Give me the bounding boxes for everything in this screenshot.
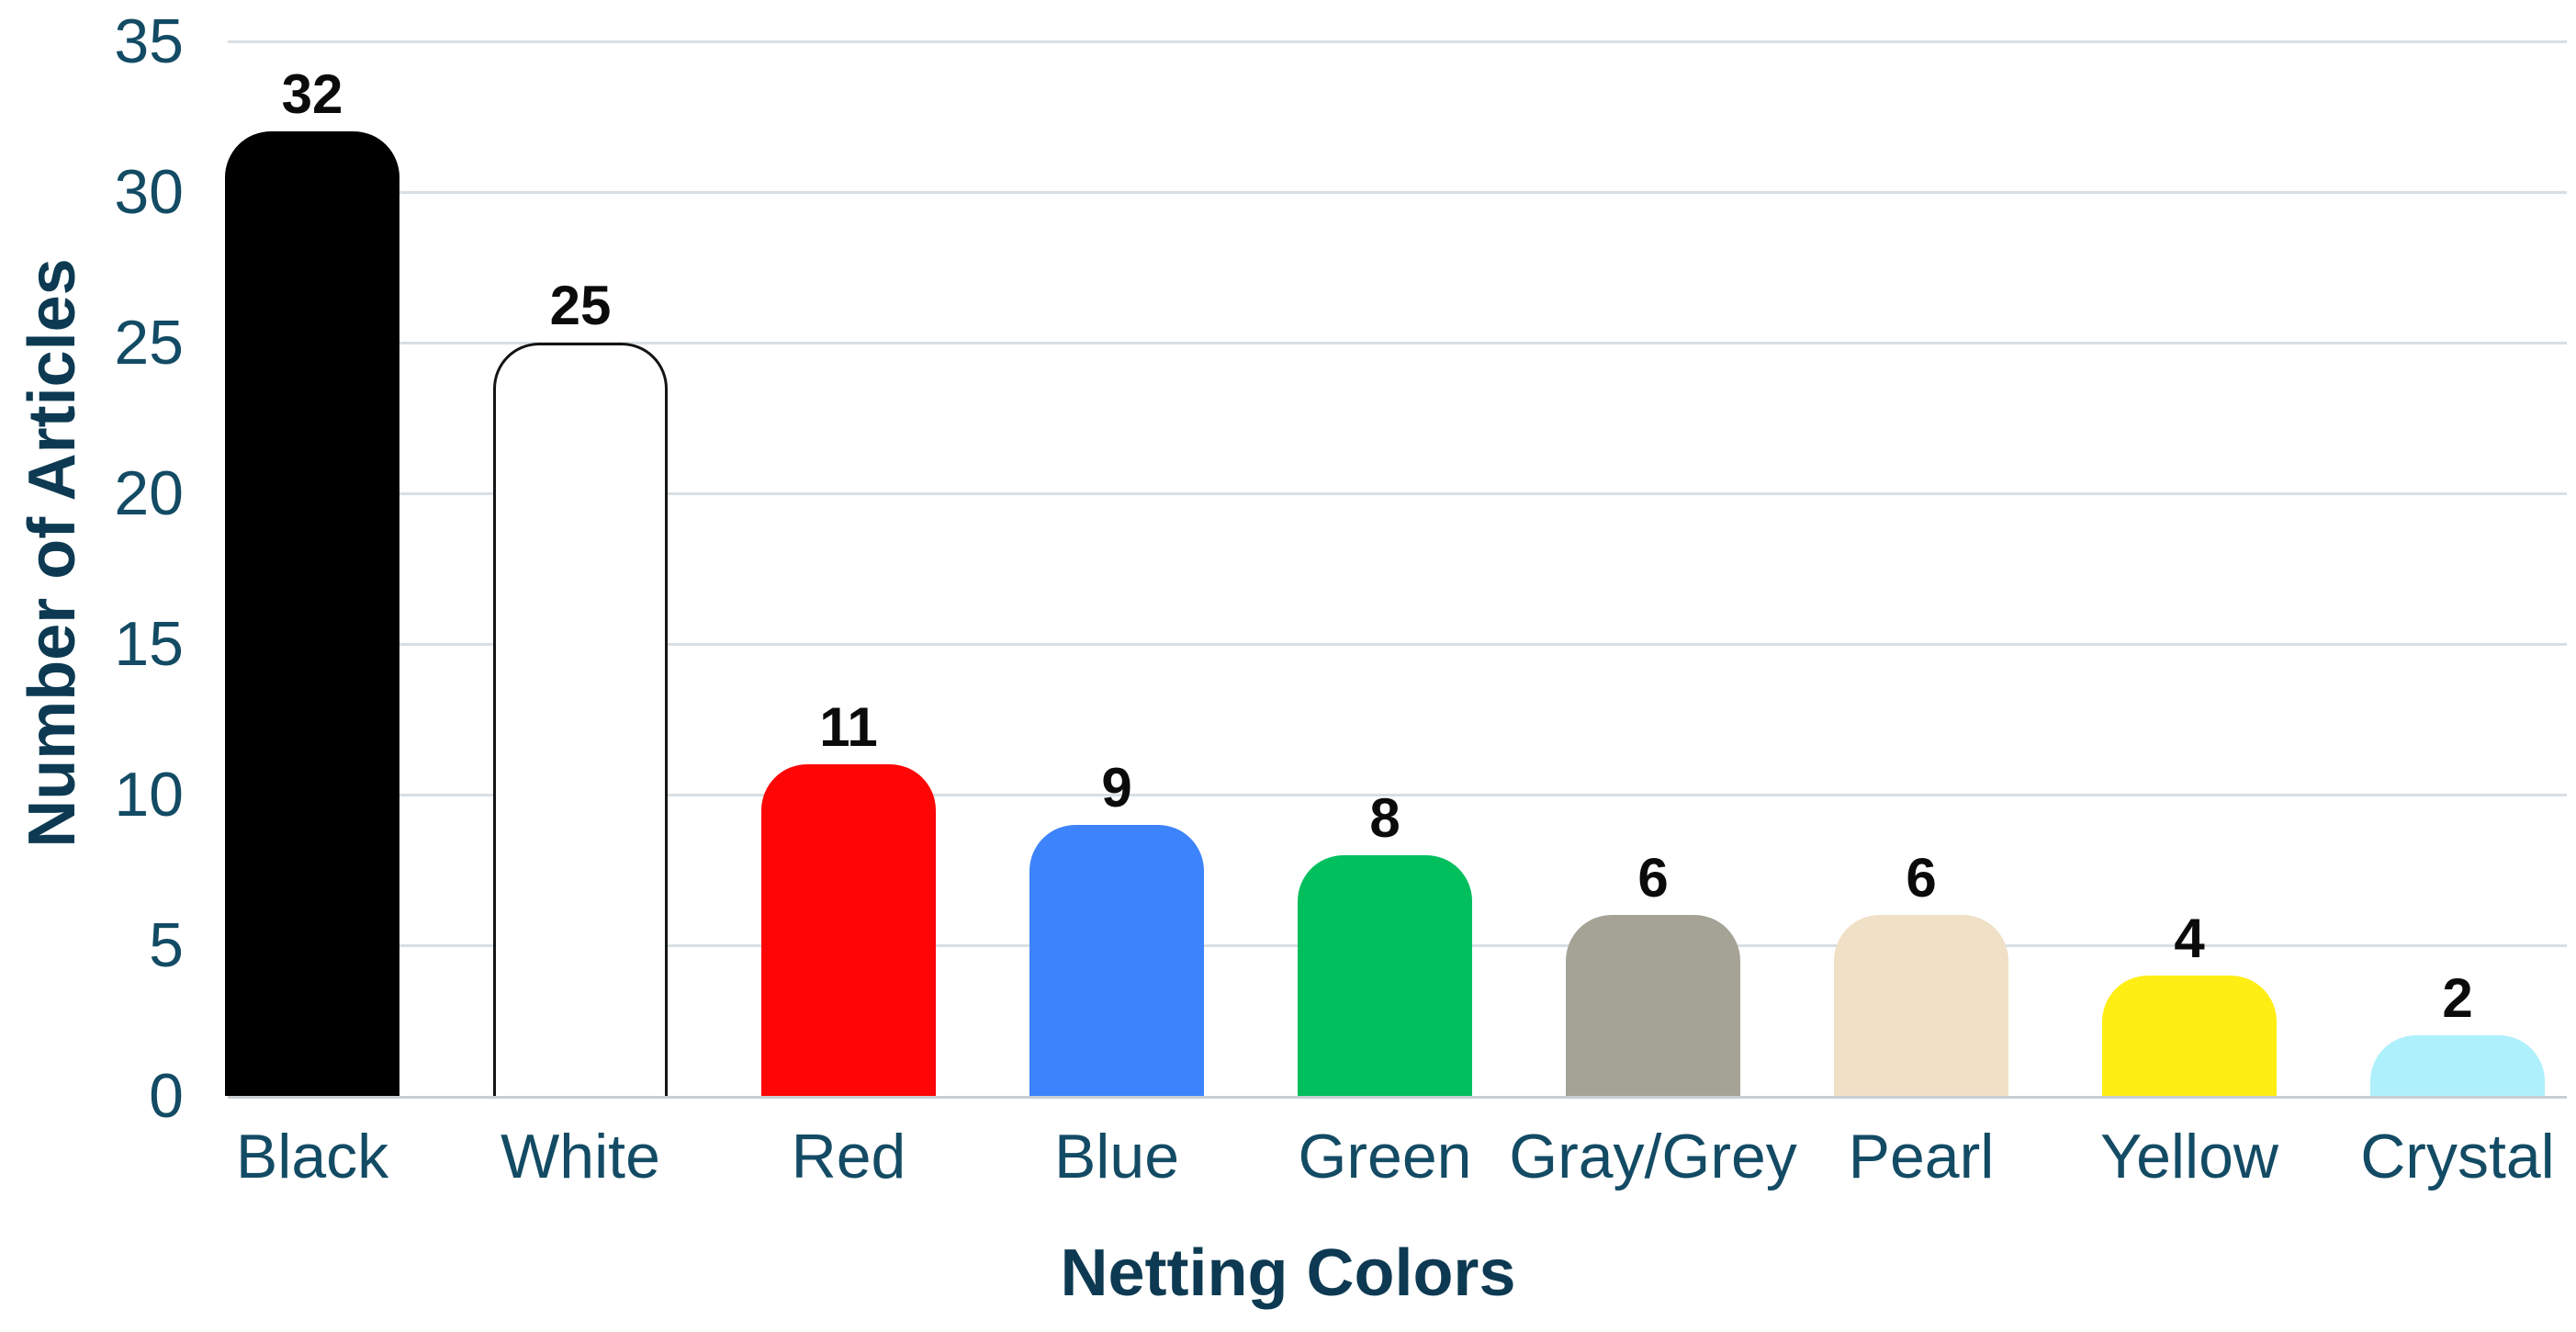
bar-black	[225, 131, 399, 1096]
plot-area: 32 25 11 9 8 6 6 4 2	[225, 40, 2567, 1099]
bar-value-label-white: 25	[549, 275, 612, 336]
gridline-30	[228, 191, 2567, 194]
y-tick-label-5: 5	[149, 910, 184, 980]
bar-value-label-gray-grey: 6	[1637, 847, 1669, 909]
gridline-35	[228, 40, 2567, 43]
y-tick-label-30: 30	[114, 157, 184, 227]
bar-value-label-green: 8	[1369, 786, 1400, 849]
y-tick-label-0: 0	[149, 1061, 184, 1131]
category-label-gray-grey: Gray/Grey	[1509, 1122, 1797, 1191]
category-label-pearl: Pearl	[1848, 1122, 1995, 1191]
y-tick-label-15: 15	[114, 609, 184, 679]
category-label-crystal: Crystal	[2360, 1122, 2555, 1191]
category-label-green: Green	[1298, 1122, 1472, 1191]
category-label-blue: Blue	[1053, 1122, 1180, 1191]
category-label-black: Black	[235, 1122, 389, 1191]
x-axis-category-labels: Black White Red Blue Green Gray/Grey Pearl Yell…	[0, 1123, 2576, 1205]
bar-green	[1298, 854, 1472, 1096]
bar-blue	[1029, 824, 1204, 1096]
bar-value-label-blue: 9	[1101, 756, 1132, 818]
bar-value-label-yellow: 4	[2174, 907, 2205, 969]
gridline-20	[228, 492, 2567, 495]
bar-red	[761, 764, 936, 1096]
category-label-red: Red	[791, 1122, 906, 1191]
bar-value-label-red: 11	[819, 696, 878, 759]
bar-crystal	[2370, 1035, 2545, 1096]
gridline-10	[228, 794, 2567, 796]
bar-pearl	[1834, 915, 2008, 1096]
gridline-15	[228, 643, 2567, 646]
x-axis-title: Netting Colors	[1060, 1236, 1516, 1310]
bar-yellow	[2102, 975, 2277, 1096]
y-tick-label-35: 35	[114, 6, 184, 76]
bar-value-label-crystal: 2	[2442, 967, 2473, 1030]
gridline-25	[228, 342, 2567, 344]
bar-white	[493, 343, 668, 1096]
category-label-white: White	[501, 1122, 660, 1191]
category-label-yellow: Yellow	[2099, 1122, 2279, 1191]
bar-value-label-pearl: 6	[1906, 847, 1937, 909]
bar-gray-grey	[1566, 915, 1740, 1096]
y-tick-label-10: 10	[114, 760, 184, 830]
y-tick-label-25: 25	[114, 308, 184, 378]
y-axis-tick-labels: 0 5 10 15 20 25 30 35	[0, 10, 184, 1127]
y-tick-label-20: 20	[114, 458, 184, 528]
bar-value-label-black: 32	[281, 63, 343, 126]
